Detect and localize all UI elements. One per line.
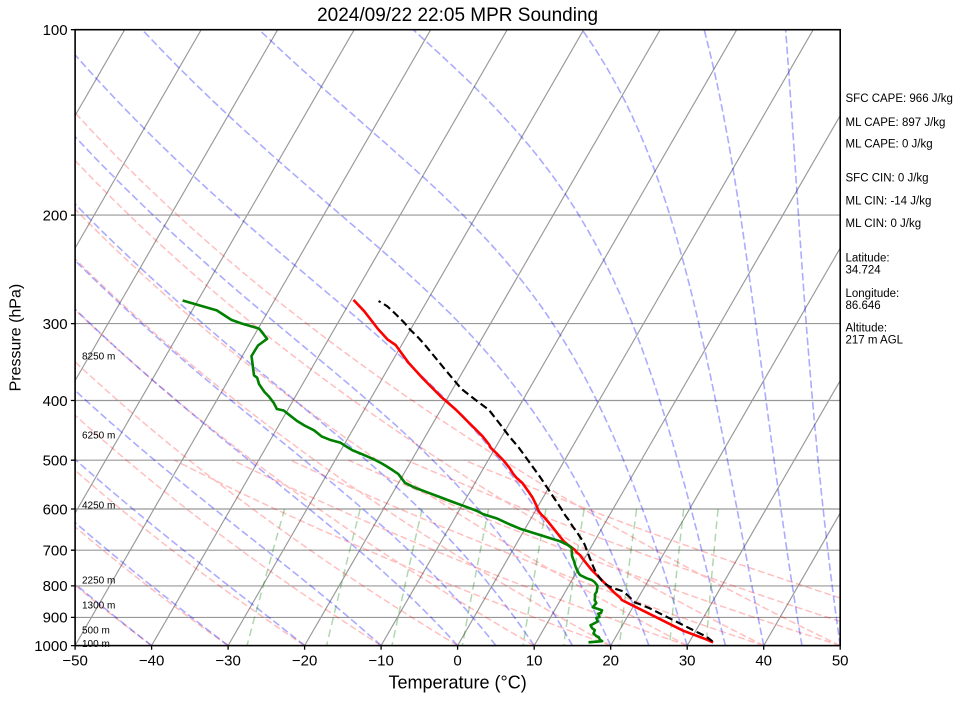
svg-text:−50: −50 bbox=[62, 653, 87, 670]
svg-text:100 m: 100 m bbox=[82, 639, 110, 650]
svg-text:Latitude:: Latitude: bbox=[846, 253, 890, 265]
svg-text:−20: −20 bbox=[292, 653, 317, 670]
svg-text:ML CAPE: 897 J/kg: ML CAPE: 897 J/kg bbox=[846, 117, 946, 129]
svg-text:10: 10 bbox=[526, 653, 543, 670]
svg-text:0: 0 bbox=[453, 653, 461, 670]
svg-text:100: 100 bbox=[43, 22, 68, 39]
svg-text:500 m: 500 m bbox=[82, 626, 110, 637]
svg-text:86.646: 86.646 bbox=[846, 300, 881, 312]
svg-text:−40: −40 bbox=[139, 653, 164, 670]
svg-text:8250 m: 8250 m bbox=[82, 352, 115, 363]
svg-text:900: 900 bbox=[43, 610, 68, 627]
svg-text:200: 200 bbox=[43, 207, 68, 224]
svg-text:ML CIN: -14 J/kg: ML CIN: -14 J/kg bbox=[846, 196, 932, 208]
svg-text:Temperature (°C): Temperature (°C) bbox=[388, 673, 526, 693]
svg-text:800: 800 bbox=[43, 578, 68, 595]
svg-text:34.724: 34.724 bbox=[846, 264, 882, 276]
svg-text:300: 300 bbox=[43, 316, 68, 333]
svg-text:1000: 1000 bbox=[34, 638, 67, 655]
svg-text:6250 m: 6250 m bbox=[82, 430, 115, 441]
svg-text:2250 m: 2250 m bbox=[82, 575, 115, 586]
svg-text:30: 30 bbox=[679, 653, 696, 670]
svg-text:SFC CAPE: 966 J/kg: SFC CAPE: 966 J/kg bbox=[846, 93, 953, 105]
svg-text:400: 400 bbox=[43, 393, 68, 410]
svg-text:Pressure (hPa): Pressure (hPa) bbox=[8, 284, 25, 392]
svg-text:600: 600 bbox=[43, 501, 68, 518]
svg-text:Altitude:: Altitude: bbox=[846, 322, 888, 334]
svg-text:ML CAPE: 0 J/kg: ML CAPE: 0 J/kg bbox=[846, 138, 933, 150]
svg-text:50: 50 bbox=[832, 653, 849, 670]
svg-text:700: 700 bbox=[43, 543, 68, 560]
svg-text:20: 20 bbox=[602, 653, 619, 670]
svg-text:Longitude:: Longitude: bbox=[846, 288, 900, 300]
svg-text:ML CIN: 0 J/kg: ML CIN: 0 J/kg bbox=[846, 218, 922, 230]
svg-text:4250 m: 4250 m bbox=[82, 500, 115, 511]
svg-text:40: 40 bbox=[755, 653, 772, 670]
svg-text:SFC CIN: 0 J/kg: SFC CIN: 0 J/kg bbox=[846, 173, 929, 185]
svg-text:1300 m: 1300 m bbox=[82, 601, 115, 612]
svg-text:−30: −30 bbox=[215, 653, 240, 670]
svg-text:500: 500 bbox=[43, 453, 68, 470]
svg-text:217 m AGL: 217 m AGL bbox=[846, 335, 904, 347]
svg-text:2024/09/22 22:05 MPR Sounding: 2024/09/22 22:05 MPR Sounding bbox=[317, 5, 598, 26]
svg-text:−10: −10 bbox=[368, 653, 393, 670]
